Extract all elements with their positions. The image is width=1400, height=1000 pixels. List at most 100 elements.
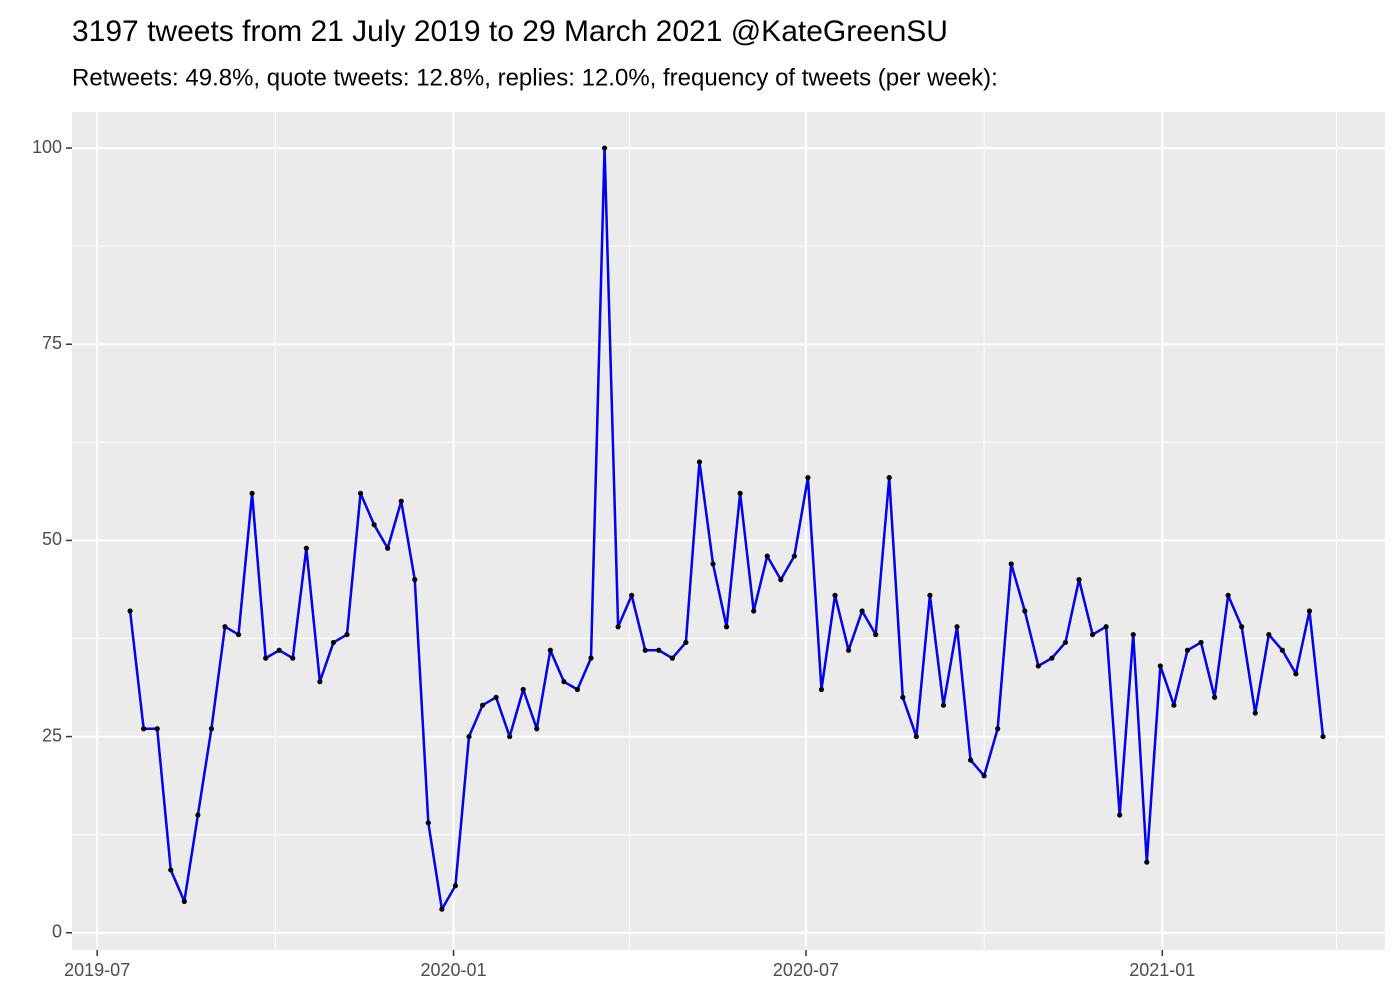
data-point <box>791 553 797 559</box>
data-point <box>1062 639 1069 646</box>
data-point <box>967 757 974 763</box>
data-point <box>900 694 906 700</box>
data-point <box>371 522 377 528</box>
x-tick-label: 2020-07 <box>773 960 839 980</box>
data-point <box>534 726 540 732</box>
data-point <box>479 702 486 708</box>
data-point <box>615 624 621 630</box>
y-tick-label: 0 <box>52 921 62 941</box>
data-point <box>208 726 215 732</box>
data-point <box>1130 631 1136 638</box>
data-point <box>574 686 581 693</box>
data-point <box>127 608 133 614</box>
data-point <box>317 679 323 685</box>
data-point <box>1103 624 1109 630</box>
data-point <box>181 898 187 904</box>
data-point <box>263 655 269 661</box>
chart-subtitle: Retweets: 49.8%, quote tweets: 12.8%, re… <box>72 64 998 91</box>
data-point <box>927 592 933 598</box>
data-point <box>656 647 662 653</box>
data-point <box>1239 624 1245 630</box>
data-point <box>913 733 919 740</box>
y-tick-label: 50 <box>42 529 62 549</box>
data-point <box>1035 663 1041 669</box>
data-point <box>344 631 350 638</box>
data-point <box>737 490 743 496</box>
data-point <box>303 545 309 551</box>
data-point <box>981 773 987 779</box>
data-point <box>276 647 282 653</box>
data-point <box>330 639 337 646</box>
y-tick-label: 100 <box>32 137 62 157</box>
data-point <box>696 459 703 465</box>
data-point <box>561 679 567 685</box>
data-point <box>1306 608 1313 614</box>
data-point <box>1144 859 1150 865</box>
data-point <box>954 624 960 630</box>
data-point <box>235 631 242 638</box>
x-tick-label: 2020-01 <box>420 960 486 980</box>
data-point <box>751 608 757 614</box>
data-point <box>805 475 811 481</box>
data-point <box>452 883 459 889</box>
data-point <box>507 733 513 740</box>
data-point <box>398 498 404 504</box>
data-point <box>642 647 648 653</box>
data-point <box>1022 608 1028 614</box>
data-point <box>1157 663 1163 669</box>
data-point <box>710 561 716 567</box>
data-point <box>1076 577 1082 583</box>
data-point <box>1320 733 1326 740</box>
data-point <box>1008 561 1014 567</box>
data-point <box>588 655 594 661</box>
data-point <box>886 475 892 481</box>
data-point <box>995 726 1001 732</box>
data-point <box>601 145 608 151</box>
data-point <box>141 726 147 732</box>
data-point <box>1184 647 1191 653</box>
data-point <box>1198 639 1204 646</box>
data-point <box>629 592 635 598</box>
data-point <box>1089 631 1096 638</box>
data-point <box>845 647 852 653</box>
data-point <box>1171 702 1177 708</box>
data-point <box>1279 647 1285 653</box>
y-tick-label: 25 <box>42 725 62 745</box>
chart-title: 3197 tweets from 21 July 2019 to 29 Marc… <box>72 15 948 48</box>
data-point <box>723 624 730 630</box>
data-point <box>818 686 825 693</box>
y-tick-label: 75 <box>42 333 62 353</box>
data-point <box>290 655 296 661</box>
data-point <box>873 631 879 638</box>
data-point <box>1049 655 1055 661</box>
data-point <box>1211 694 1218 700</box>
data-point <box>1252 710 1258 716</box>
data-point <box>520 686 526 693</box>
data-point <box>385 545 391 551</box>
data-point <box>547 647 553 653</box>
data-point <box>439 906 445 912</box>
data-point <box>1266 631 1272 638</box>
data-point <box>940 702 947 708</box>
data-point <box>832 592 838 598</box>
data-point <box>859 608 865 614</box>
data-point <box>466 733 472 740</box>
data-point <box>1293 671 1299 677</box>
data-point <box>357 490 364 496</box>
data-point <box>669 655 675 661</box>
plot-panel <box>72 112 1385 950</box>
data-point <box>493 694 499 700</box>
data-point <box>1117 812 1123 818</box>
x-tick-label: 2021-01 <box>1129 960 1195 980</box>
data-point <box>168 867 174 873</box>
x-tick-label: 2019-07 <box>64 960 130 980</box>
data-point <box>249 490 255 496</box>
data-point <box>195 812 201 818</box>
data-point <box>412 577 418 583</box>
data-point <box>222 624 228 630</box>
data-point <box>154 726 160 732</box>
data-point <box>683 639 689 646</box>
data-point <box>425 820 431 826</box>
data-point <box>764 553 770 559</box>
